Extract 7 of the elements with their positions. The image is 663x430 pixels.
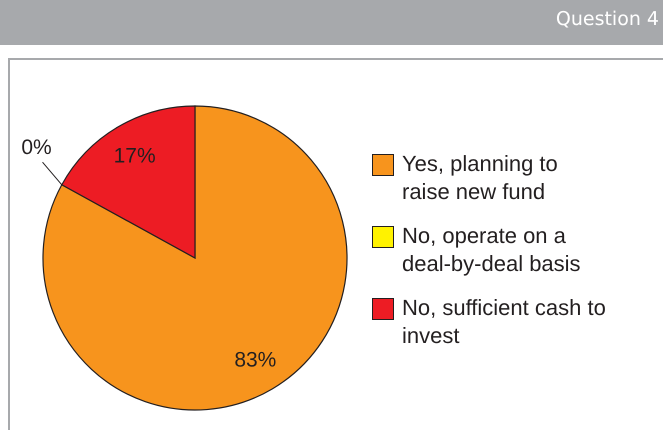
legend-label: No, sufficient cash to invest [402,294,607,350]
legend-label: No, operate on a deal-by-deal basis [402,222,582,278]
chart-title: Question 4 [556,8,659,30]
text: 0% [21,136,52,160]
legend-label: Yes, planning to raise new fund [402,150,559,206]
data-label: 83% [234,348,276,372]
data-label: 17% [114,144,156,168]
